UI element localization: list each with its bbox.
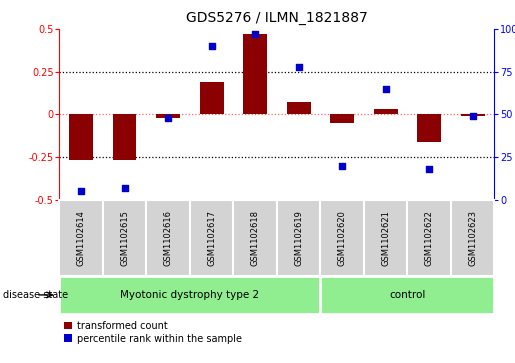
Bar xyxy=(233,200,277,276)
Text: GSM1102618: GSM1102618 xyxy=(251,210,260,266)
Bar xyxy=(190,200,233,276)
Point xyxy=(338,163,346,168)
Text: GSM1102621: GSM1102621 xyxy=(381,210,390,266)
Text: GSM1102619: GSM1102619 xyxy=(294,210,303,266)
Bar xyxy=(146,200,190,276)
Text: GSM1102616: GSM1102616 xyxy=(164,210,173,266)
Bar xyxy=(103,200,146,276)
Point xyxy=(121,185,129,191)
Bar xyxy=(330,114,354,123)
Bar xyxy=(156,114,180,118)
Point xyxy=(425,166,433,172)
Title: GDS5276 / ILMN_1821887: GDS5276 / ILMN_1821887 xyxy=(186,11,368,25)
Text: Myotonic dystrophy type 2: Myotonic dystrophy type 2 xyxy=(120,290,260,300)
Text: GSM1102617: GSM1102617 xyxy=(207,210,216,266)
Bar xyxy=(113,114,136,160)
Bar xyxy=(69,114,93,160)
Text: GSM1102614: GSM1102614 xyxy=(77,210,85,266)
Text: disease state: disease state xyxy=(3,290,67,300)
Bar xyxy=(200,82,224,114)
Text: GSM1102622: GSM1102622 xyxy=(425,210,434,266)
Bar xyxy=(461,114,485,116)
Point xyxy=(208,43,216,49)
Bar xyxy=(287,102,311,114)
Bar xyxy=(451,200,494,276)
Bar xyxy=(407,200,451,276)
Text: GSM1102620: GSM1102620 xyxy=(338,210,347,266)
Bar xyxy=(320,200,364,276)
Point xyxy=(164,115,172,121)
Bar xyxy=(364,200,407,276)
Bar xyxy=(59,200,103,276)
Bar xyxy=(59,276,320,314)
Point xyxy=(77,188,85,194)
Text: GSM1102615: GSM1102615 xyxy=(120,210,129,266)
Point xyxy=(382,86,390,92)
Point xyxy=(251,31,259,37)
Bar xyxy=(374,109,398,114)
Bar xyxy=(320,276,494,314)
Text: GSM1102623: GSM1102623 xyxy=(468,210,477,266)
Text: control: control xyxy=(389,290,425,300)
Legend: transformed count, percentile rank within the sample: transformed count, percentile rank withi… xyxy=(64,321,242,344)
Bar xyxy=(277,200,320,276)
Bar xyxy=(243,34,267,114)
Point xyxy=(295,64,303,69)
Point xyxy=(469,113,477,119)
Bar xyxy=(417,114,441,142)
